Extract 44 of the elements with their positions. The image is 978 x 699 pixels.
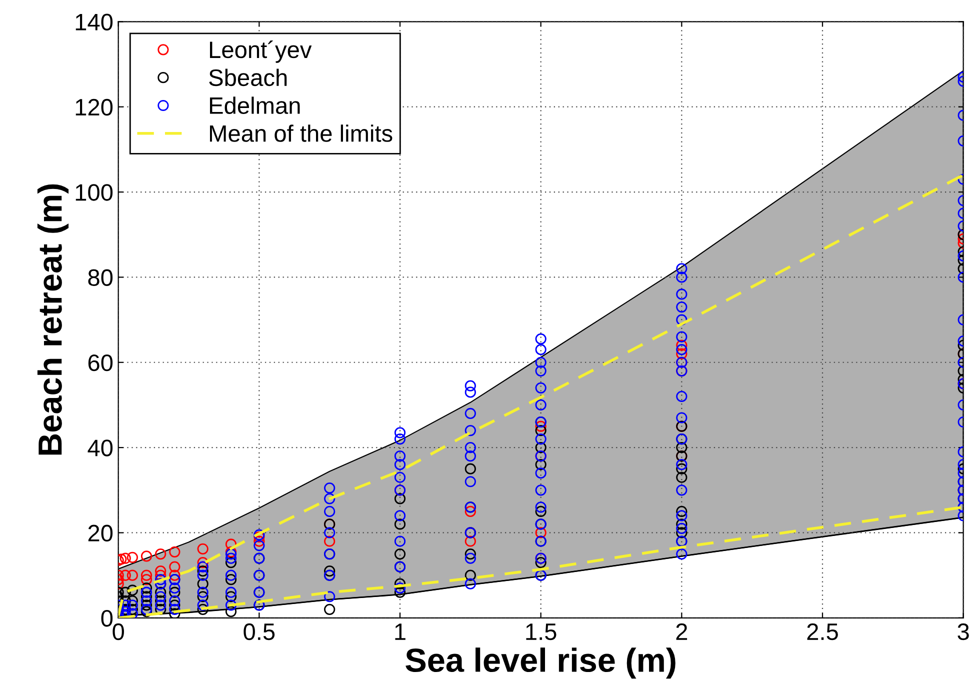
y-tick-label: 120 xyxy=(76,98,113,116)
x-tick-label: 3 xyxy=(958,623,969,640)
point xyxy=(676,340,688,351)
x-tick-label: 1 xyxy=(395,624,406,640)
point xyxy=(464,536,476,547)
legend-label: Leont´yev xyxy=(210,40,312,63)
point xyxy=(676,348,688,360)
point xyxy=(140,550,152,562)
point xyxy=(126,552,138,563)
x-axis-title: Sea level rise (m) xyxy=(406,648,676,679)
y-axis-title: Beach retreat (m) xyxy=(37,184,69,455)
y-tick-label: 100 xyxy=(76,184,113,201)
point xyxy=(155,566,166,577)
point xyxy=(126,570,138,581)
x-tick-label: 0 xyxy=(112,623,124,640)
point xyxy=(464,506,476,517)
point xyxy=(197,543,208,554)
x-tick-label: 1.5 xyxy=(526,624,556,640)
y-tick-label: 0 xyxy=(101,610,113,627)
point xyxy=(225,546,237,558)
y-tick-label: 40 xyxy=(88,440,113,456)
point xyxy=(140,570,152,581)
point xyxy=(120,570,131,581)
point xyxy=(535,420,546,432)
legend-label: Mean of the limits xyxy=(210,124,392,142)
point xyxy=(120,552,131,564)
legend-label: Sbeach xyxy=(209,68,287,86)
y-tick-label: 20 xyxy=(88,524,113,542)
point xyxy=(197,556,208,568)
y-tick-label: 140 xyxy=(76,14,113,30)
x-tick-label: 2 xyxy=(676,623,688,640)
point xyxy=(535,527,546,538)
point xyxy=(140,574,152,586)
point xyxy=(169,546,180,558)
point xyxy=(155,548,166,560)
point xyxy=(169,561,180,572)
point xyxy=(254,536,265,547)
x-tick-label: 2.5 xyxy=(807,623,838,640)
legend-label: Edelman xyxy=(210,96,300,114)
point xyxy=(324,536,336,547)
x-tick-label: 0.5 xyxy=(244,623,275,640)
point xyxy=(169,570,180,581)
y-tick-label: 60 xyxy=(88,354,113,372)
y-tick-label: 80 xyxy=(88,269,113,286)
